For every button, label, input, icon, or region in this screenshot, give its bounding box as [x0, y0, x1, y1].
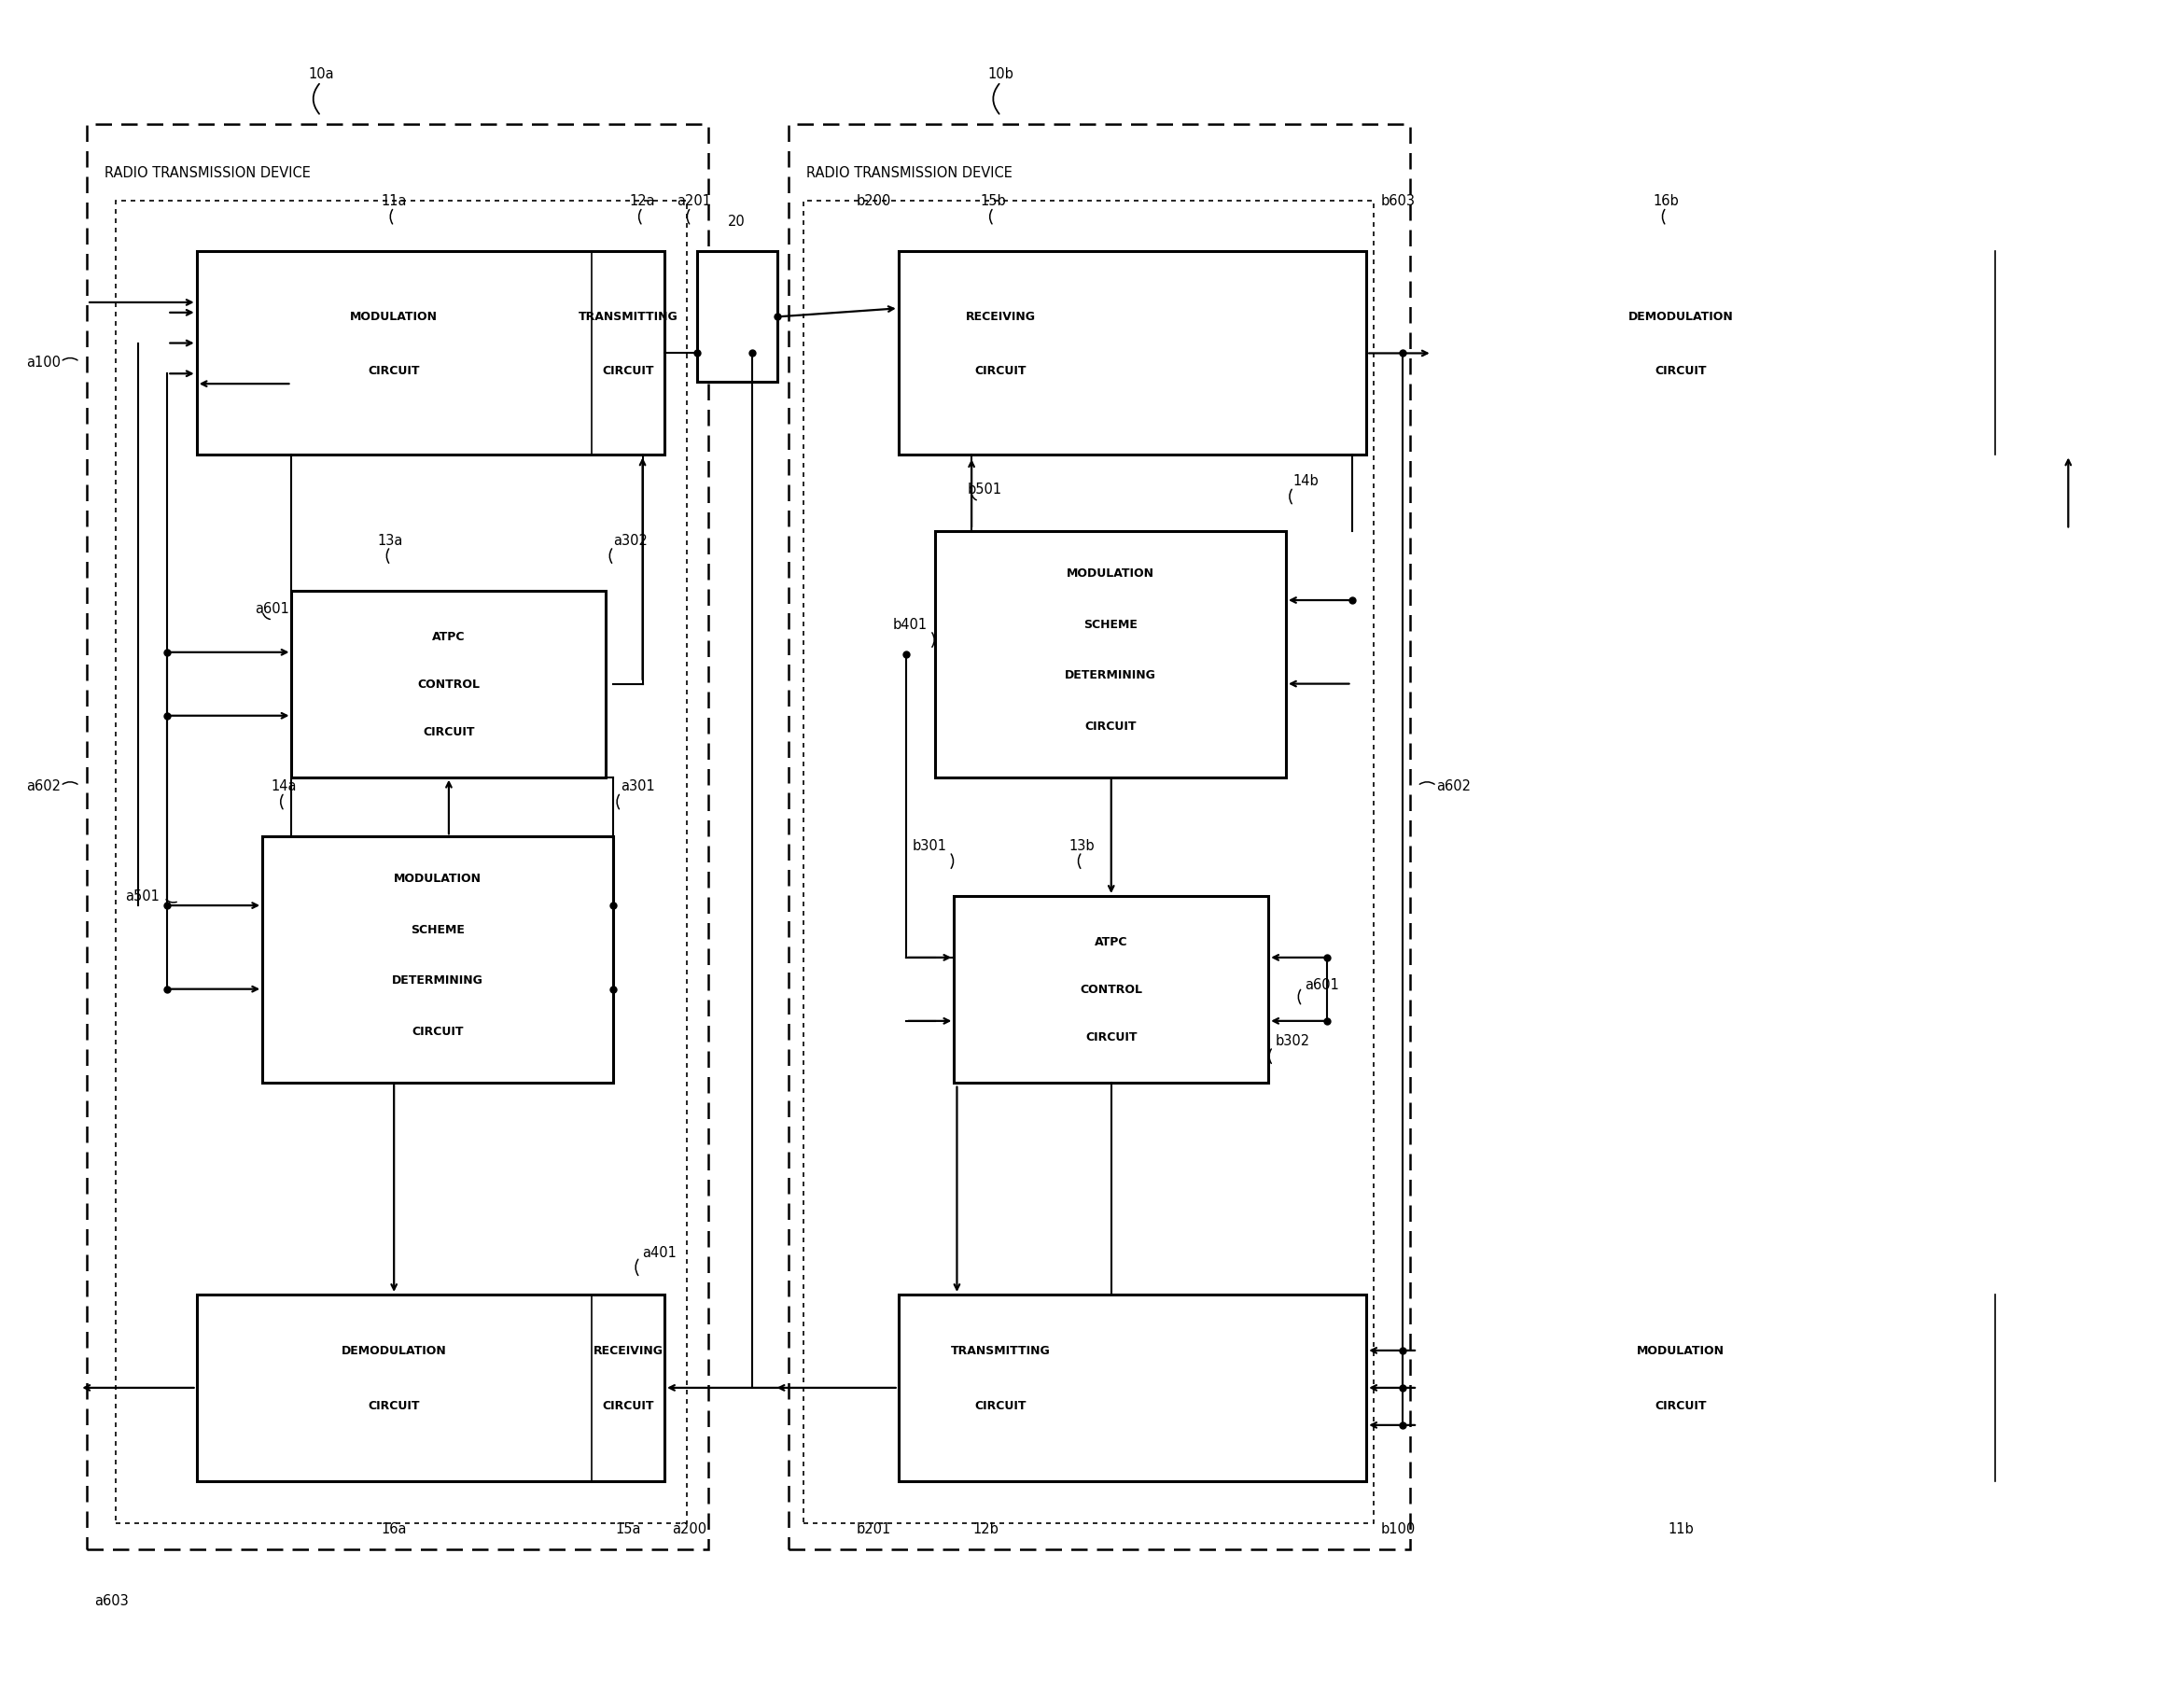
Text: CIRCUIT: CIRCUIT — [602, 366, 654, 377]
Bar — [292, 591, 606, 777]
Text: b501: b501 — [968, 483, 1002, 497]
Text: RECEIVING: RECEIVING — [966, 311, 1035, 323]
Text: RADIO TRANSMISSION DEVICE: RADIO TRANSMISSION DEVICE — [104, 166, 310, 179]
Text: RECEIVING: RECEIVING — [593, 1344, 662, 1356]
Text: 15a: 15a — [615, 1522, 641, 1535]
Text: RADIO TRANSMISSION DEVICE: RADIO TRANSMISSION DEVICE — [805, 166, 1013, 179]
Text: CIRCUIT: CIRCUIT — [422, 726, 474, 738]
Text: SCHEME: SCHEME — [1082, 618, 1137, 630]
Text: TRANSMITTING: TRANSMITTING — [950, 1344, 1050, 1356]
Text: ATPC: ATPC — [433, 630, 465, 644]
Text: 11b: 11b — [1667, 1522, 1693, 1535]
Text: TRANSMITTING: TRANSMITTING — [578, 311, 678, 323]
Text: DETERMINING: DETERMINING — [392, 974, 483, 986]
Text: b200: b200 — [857, 195, 892, 208]
Text: CIRCUIT: CIRCUIT — [1654, 366, 1706, 377]
Bar — [898, 1295, 1366, 1481]
Text: a602: a602 — [26, 779, 61, 793]
Text: MODULATION: MODULATION — [1067, 567, 1154, 579]
Text: SCHEME: SCHEME — [411, 924, 465, 936]
Text: CIRCUIT: CIRCUIT — [602, 1399, 654, 1411]
Text: a501: a501 — [126, 890, 160, 904]
Text: 10b: 10b — [987, 67, 1013, 82]
Text: b100: b100 — [1381, 1522, 1416, 1535]
Text: a602: a602 — [1438, 779, 1470, 793]
Text: CIRCUIT: CIRCUIT — [1085, 1032, 1137, 1044]
Text: CIRCUIT: CIRCUIT — [1654, 1399, 1706, 1411]
Bar — [803, 202, 1373, 1524]
Text: CIRCUIT: CIRCUIT — [974, 1399, 1026, 1411]
Text: CIRCUIT: CIRCUIT — [1085, 721, 1137, 733]
Text: MODULATION: MODULATION — [394, 873, 481, 885]
Text: CONTROL: CONTROL — [418, 678, 481, 690]
Text: DEMODULATION: DEMODULATION — [342, 1344, 446, 1356]
Text: 10a: 10a — [307, 67, 333, 82]
Bar — [955, 897, 1269, 1083]
Text: 14b: 14b — [1293, 475, 1318, 488]
Text: DEMODULATION: DEMODULATION — [1628, 311, 1734, 323]
Text: 20: 20 — [727, 215, 745, 229]
Text: b301: b301 — [911, 839, 946, 852]
Text: a201: a201 — [675, 195, 710, 208]
Bar — [262, 837, 613, 1083]
Text: 11a: 11a — [381, 195, 407, 208]
Text: a302: a302 — [613, 533, 647, 547]
Text: 12a: 12a — [630, 195, 656, 208]
Text: CONTROL: CONTROL — [1080, 984, 1143, 996]
Text: CIRCUIT: CIRCUIT — [411, 1025, 463, 1037]
Text: CIRCUIT: CIRCUIT — [368, 366, 420, 377]
Bar — [87, 125, 708, 1549]
Bar — [197, 253, 665, 456]
Text: b201: b201 — [857, 1522, 892, 1535]
Bar — [117, 202, 686, 1524]
Text: ATPC: ATPC — [1095, 936, 1128, 948]
Text: 12b: 12b — [974, 1522, 1000, 1535]
Text: CIRCUIT: CIRCUIT — [974, 366, 1026, 377]
Text: 16a: 16a — [381, 1522, 407, 1535]
Text: a401: a401 — [643, 1245, 678, 1259]
Text: a601: a601 — [1305, 977, 1340, 992]
Text: MODULATION: MODULATION — [1637, 1344, 1726, 1356]
Text: a301: a301 — [621, 779, 656, 793]
Bar — [697, 253, 777, 383]
Text: a100: a100 — [26, 355, 61, 369]
Bar — [935, 531, 1286, 777]
Text: b401: b401 — [892, 617, 927, 632]
Text: 13a: 13a — [377, 533, 403, 547]
Text: 14a: 14a — [271, 779, 297, 793]
Bar — [788, 125, 1409, 1549]
Bar — [197, 1295, 665, 1481]
Text: CIRCUIT: CIRCUIT — [368, 1399, 420, 1411]
Text: a603: a603 — [95, 1594, 128, 1607]
Text: b302: b302 — [1275, 1033, 1310, 1047]
Text: b603: b603 — [1381, 195, 1416, 208]
Bar — [898, 253, 1366, 456]
Text: a200: a200 — [671, 1522, 706, 1535]
Text: 16b: 16b — [1654, 195, 1680, 208]
Text: MODULATION: MODULATION — [351, 311, 437, 323]
Text: 15b: 15b — [981, 195, 1007, 208]
Text: DETERMINING: DETERMINING — [1065, 670, 1156, 681]
Text: 13b: 13b — [1070, 839, 1095, 852]
Text: a601: a601 — [255, 601, 290, 615]
